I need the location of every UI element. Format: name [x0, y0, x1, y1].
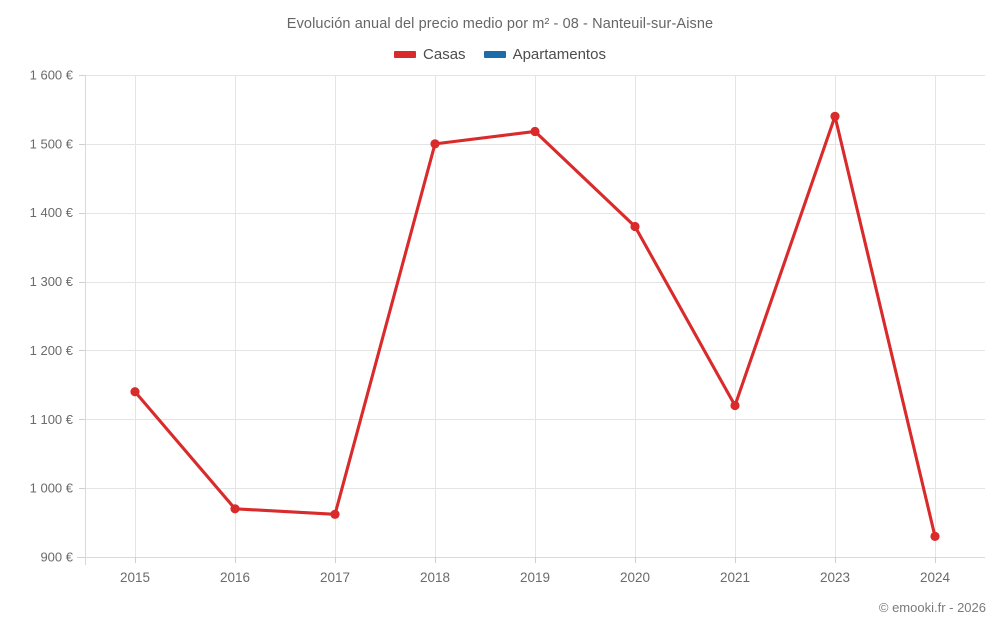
data-point-casas[interactable] [330, 509, 340, 519]
y-tick-label: 1 600 € [30, 68, 74, 83]
x-tick-label: 2019 [520, 570, 550, 585]
data-series [130, 111, 940, 541]
data-point-casas[interactable] [130, 387, 140, 397]
x-tick-label: 2020 [620, 570, 650, 585]
x-tick-label: 2024 [920, 570, 951, 585]
legend-swatch-apartamentos-icon [483, 51, 506, 58]
legend-swatch-casas-icon [394, 51, 417, 58]
data-point-casas[interactable] [230, 504, 240, 514]
x-tick-label: 2016 [220, 570, 250, 585]
legend-item-apartamentos[interactable]: Apartamentos [483, 46, 606, 63]
chart-legend: Casas Apartamentos [0, 46, 1000, 63]
axis-lines [77, 75, 985, 565]
x-tick-label: 2023 [820, 570, 850, 585]
gridlines [85, 75, 985, 558]
data-point-casas[interactable] [930, 531, 940, 541]
legend-label-casas: Casas [423, 46, 466, 63]
x-axis-tick-labels: 2015 2016 2017 2018 2019 2020 2021 2023 2024 [120, 557, 951, 585]
y-axis-tick-labels: 1 600 € 1 500 € 1 400 € 1 300 € 1 200 € 1 100… [30, 68, 85, 565]
y-tick-label: 900 € [40, 550, 73, 565]
y-tick-label: 1 000 € [30, 481, 74, 496]
y-tick-label: 1 400 € [30, 205, 74, 220]
legend-item-casas[interactable]: Casas [394, 46, 466, 63]
y-tick-label: 1 500 € [30, 136, 74, 151]
data-point-casas[interactable] [430, 139, 440, 149]
legend-label-apartamentos: Apartamentos [512, 46, 606, 63]
data-point-casas[interactable] [630, 221, 640, 232]
copyright-credit: © emooki.fr - 2026 [878, 600, 986, 615]
y-tick-label: 1 100 € [30, 412, 74, 427]
y-tick-label: 1 300 € [30, 274, 74, 289]
data-point-casas[interactable] [830, 111, 840, 121]
x-tick-label: 2015 [120, 570, 150, 585]
y-tick-label: 1 200 € [30, 343, 74, 358]
data-point-casas[interactable] [530, 126, 540, 137]
chart-title: Evolución anual del precio medio por m² … [286, 16, 714, 32]
x-tick-label: 2017 [320, 570, 350, 585]
data-point-casas[interactable] [730, 400, 740, 411]
x-tick-label: 2018 [420, 570, 450, 585]
x-tick-label: 2021 [720, 570, 750, 585]
